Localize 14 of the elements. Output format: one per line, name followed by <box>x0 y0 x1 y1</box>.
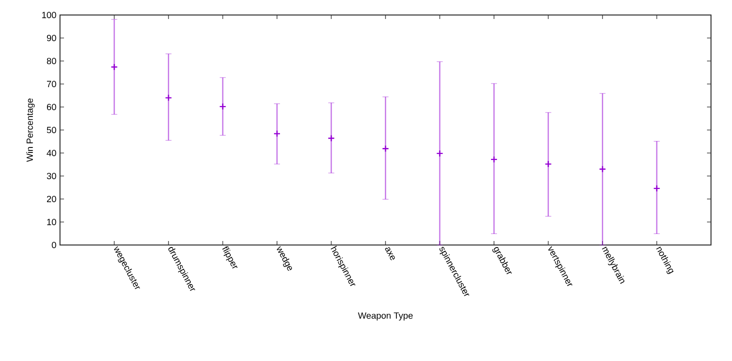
y-tick-label: 0 <box>52 242 56 248</box>
y-tick-label: 40 <box>46 150 56 156</box>
y-tick-label: 80 <box>46 58 56 64</box>
y-axis-title: Win Percentage <box>26 98 35 162</box>
x-axis-title: Weapon Type <box>358 312 413 321</box>
y-tick-label: 90 <box>46 34 56 42</box>
y-tick-label: 100 <box>42 12 56 18</box>
y-tick-label: 50 <box>46 126 56 134</box>
y-tick-label: 10 <box>47 218 56 226</box>
x-tick-label: axe <box>385 247 395 260</box>
y-tick-label: 20 <box>46 196 56 202</box>
y-tick-label: 60 <box>46 104 56 110</box>
y-tick-label: 70 <box>46 80 56 88</box>
y-tick-label: 30 <box>46 172 56 180</box>
